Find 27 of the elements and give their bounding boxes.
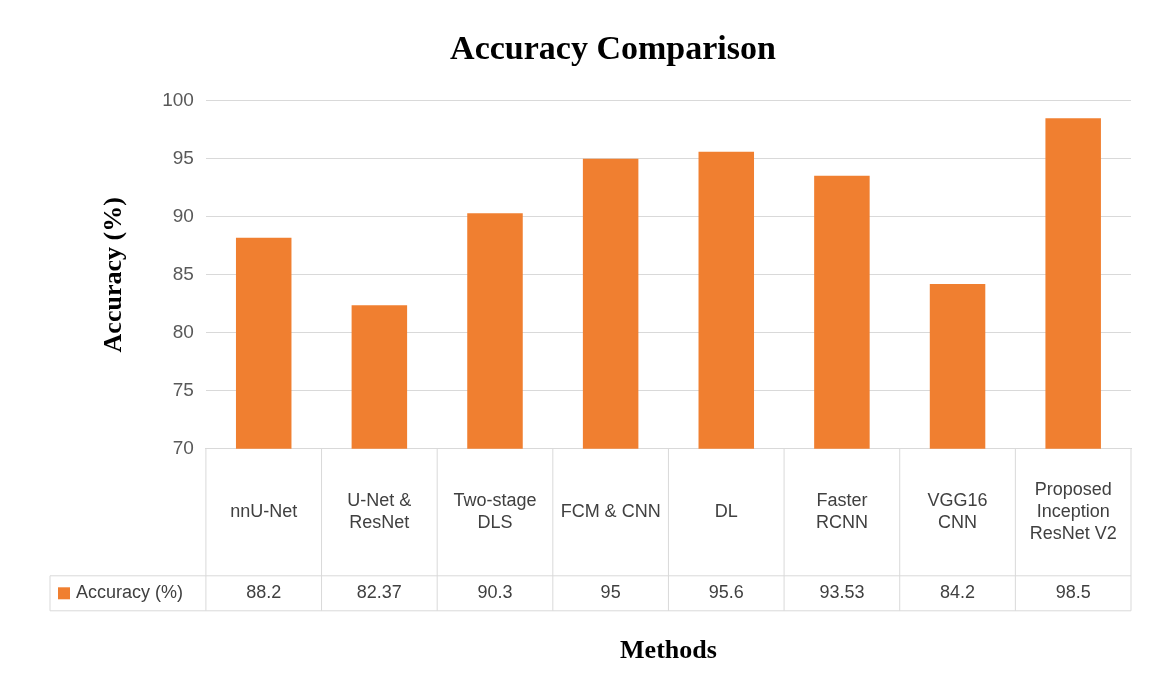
x-tick-label: DL <box>714 501 738 522</box>
data-label: 88.2 <box>246 582 282 603</box>
y-tick-label: 95 <box>172 147 194 169</box>
data-label: 95 <box>600 582 621 603</box>
y-tick-label: 75 <box>172 379 194 401</box>
y-tick-label: 70 <box>172 437 194 459</box>
data-label: 90.3 <box>477 582 513 603</box>
x-axis-title: Methods <box>620 635 717 665</box>
x-tick-label: Two-stage DLS <box>453 490 537 533</box>
data-label: 82.37 <box>356 582 402 603</box>
x-tick-label: U-Net & ResNet <box>347 490 412 533</box>
x-tick-label: Proposed Inception ResNet V2 <box>1029 479 1117 544</box>
x-tick-label: VGG16 CNN <box>927 490 988 533</box>
x-tick-label: FCM & CNN <box>560 501 661 522</box>
x-tick-label: Faster RCNN <box>815 490 868 533</box>
y-tick-label: 100 <box>162 89 194 111</box>
y-tick-label: 90 <box>172 205 194 227</box>
chart-title: Accuracy Comparison <box>450 29 776 67</box>
y-tick-label: 80 <box>172 321 194 343</box>
y-axis-title: Accuracy (%) <box>98 197 128 353</box>
data-label: 95.6 <box>708 582 744 603</box>
legend-label: Accuracy (%) <box>76 582 184 603</box>
data-label: 93.53 <box>819 582 865 603</box>
x-tick-label: nnU-Net <box>230 501 298 522</box>
data-label: 98.5 <box>1055 582 1091 603</box>
y-tick-label: 85 <box>172 263 194 285</box>
data-label: 84.2 <box>940 582 976 603</box>
